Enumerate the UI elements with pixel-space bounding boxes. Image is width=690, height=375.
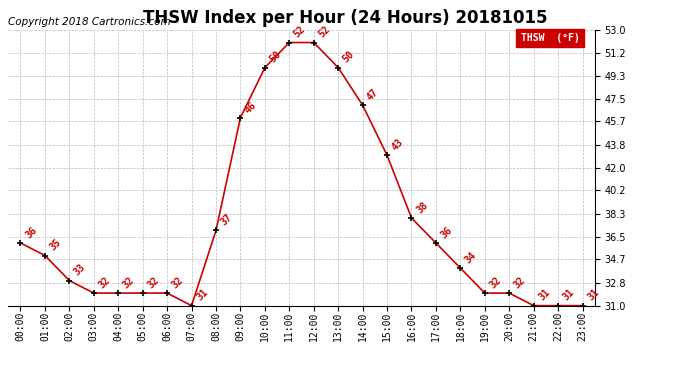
Text: 32: 32 xyxy=(97,275,112,290)
Text: 47: 47 xyxy=(366,87,381,102)
Text: THSW  (°F): THSW (°F) xyxy=(520,33,580,43)
Text: 36: 36 xyxy=(439,225,454,240)
Text: 50: 50 xyxy=(341,50,356,65)
Text: 31: 31 xyxy=(195,288,210,303)
Text: 35: 35 xyxy=(48,237,63,253)
Text: 46: 46 xyxy=(243,99,259,115)
Text: 32: 32 xyxy=(512,275,527,290)
Text: 36: 36 xyxy=(23,225,39,240)
Text: 31: 31 xyxy=(536,288,552,303)
Text: Copyright 2018 Cartronics.com: Copyright 2018 Cartronics.com xyxy=(8,17,171,27)
Text: 32: 32 xyxy=(146,275,161,290)
Text: 52: 52 xyxy=(292,24,308,40)
Text: 43: 43 xyxy=(390,137,405,153)
Text: 52: 52 xyxy=(317,24,332,40)
Text: 32: 32 xyxy=(170,275,186,290)
Text: 32: 32 xyxy=(121,275,137,290)
Text: 34: 34 xyxy=(463,250,479,265)
Text: 50: 50 xyxy=(268,50,283,65)
Text: 32: 32 xyxy=(488,275,503,290)
Text: THSW Index per Hour (24 Hours) 20181015: THSW Index per Hour (24 Hours) 20181015 xyxy=(143,9,547,27)
Text: 33: 33 xyxy=(72,262,88,278)
Text: 37: 37 xyxy=(219,212,234,228)
Text: 38: 38 xyxy=(414,200,430,215)
Text: 31: 31 xyxy=(585,288,601,303)
Text: 31: 31 xyxy=(561,288,576,303)
